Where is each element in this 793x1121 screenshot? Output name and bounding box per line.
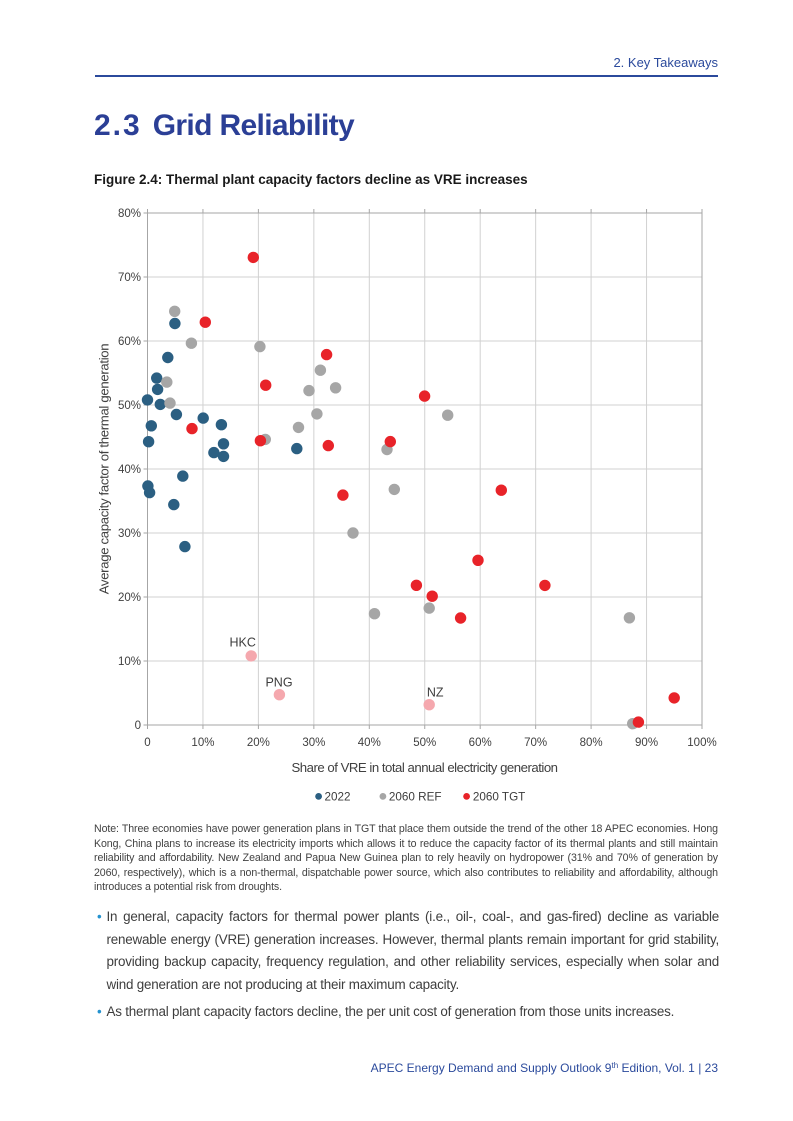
svg-text:10%: 10% xyxy=(118,656,141,668)
svg-text:40%: 40% xyxy=(118,464,141,476)
svg-text:60%: 60% xyxy=(118,336,141,348)
svg-text:30%: 30% xyxy=(118,528,141,540)
svg-text:Share of VRE in total annual e: Share of VRE in total annual electricity… xyxy=(291,760,557,775)
svg-text:10%: 10% xyxy=(191,737,214,749)
svg-text:50%: 50% xyxy=(413,737,436,749)
svg-text:PNG: PNG xyxy=(265,676,292,690)
svg-text:2060 TGT: 2060 TGT xyxy=(473,791,525,804)
svg-text:20%: 20% xyxy=(118,592,141,604)
svg-text:80%: 80% xyxy=(118,208,141,220)
svg-text:NZ: NZ xyxy=(427,685,444,699)
svg-text:2060 REF: 2060 REF xyxy=(389,791,442,804)
svg-text:HKC: HKC xyxy=(229,636,255,650)
svg-text:100%: 100% xyxy=(687,737,716,749)
svg-text:90%: 90% xyxy=(635,737,658,749)
svg-text:40%: 40% xyxy=(358,737,381,749)
svg-text:20%: 20% xyxy=(247,737,270,749)
svg-text:0: 0 xyxy=(135,720,141,732)
svg-text:70%: 70% xyxy=(118,272,141,284)
svg-text:50%: 50% xyxy=(118,400,141,412)
svg-text:70%: 70% xyxy=(524,737,547,749)
svg-text:80%: 80% xyxy=(580,737,603,749)
svg-text:60%: 60% xyxy=(469,737,492,749)
svg-text:2022: 2022 xyxy=(325,791,351,804)
svg-text:30%: 30% xyxy=(302,737,325,749)
svg-text:Average capacity factor of the: Average capacity factor of thermal gener… xyxy=(97,344,112,595)
svg-text:0: 0 xyxy=(144,737,150,749)
